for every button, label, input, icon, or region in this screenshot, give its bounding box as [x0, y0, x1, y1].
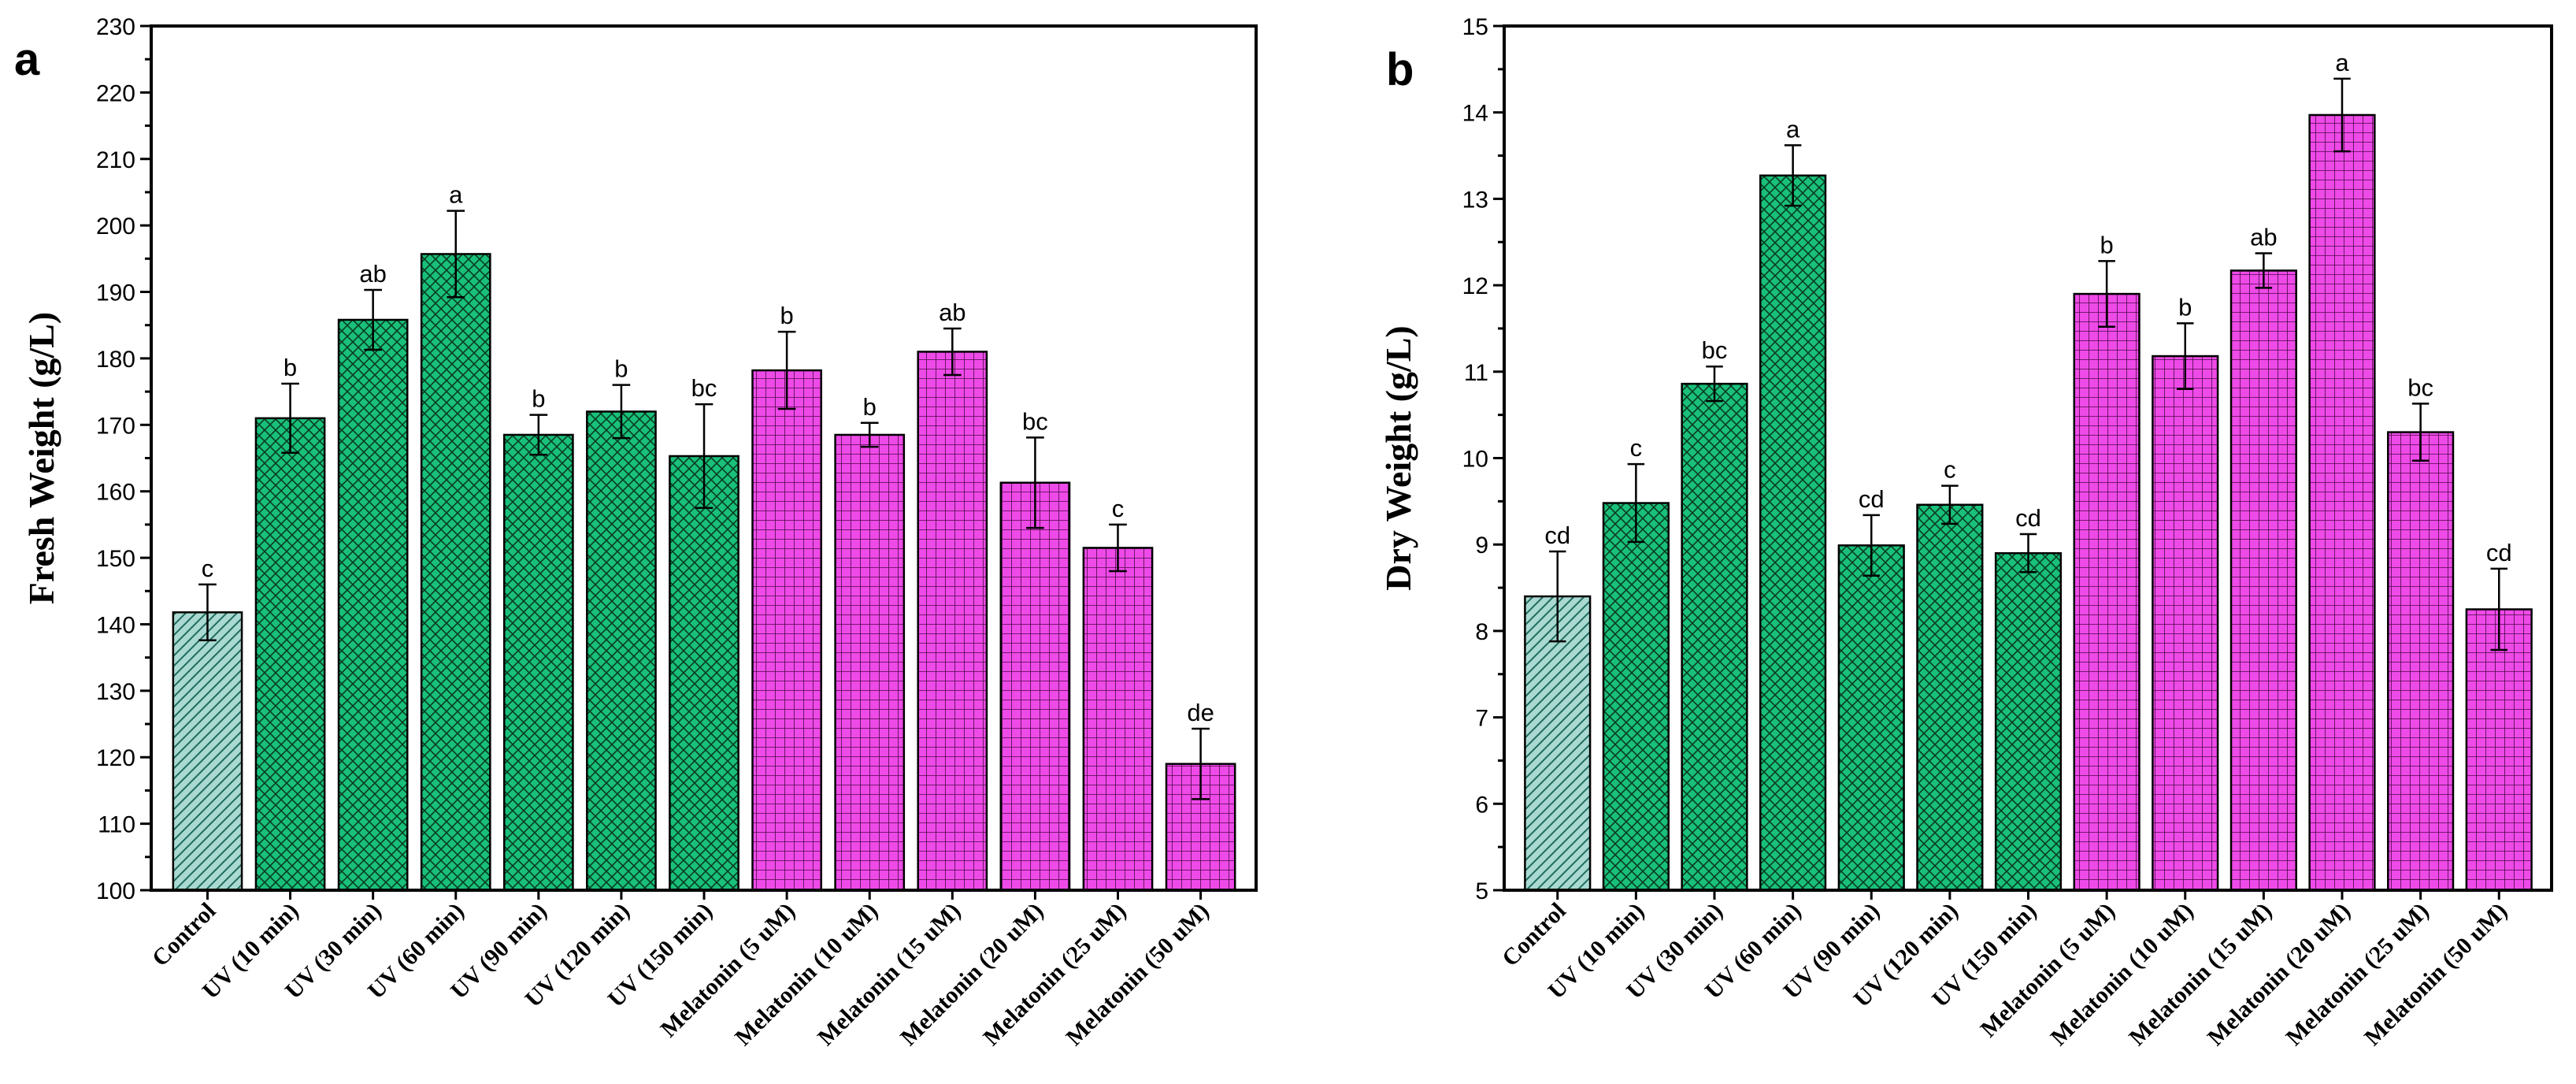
significance-label: a — [1786, 115, 1800, 143]
significance-label: ab — [359, 260, 386, 288]
x-tick-label: Melatonin (20 uM) — [895, 898, 1048, 1051]
x-tick-label: Melatonin (15 uM) — [2124, 898, 2277, 1051]
significance-label: b — [780, 302, 793, 329]
y-tick-label: 110 — [98, 812, 135, 838]
bar-uv-120-min — [586, 410, 657, 892]
bar-uv-90-min — [1837, 544, 1905, 892]
y-tick-label: 130 — [96, 679, 135, 705]
significance-label: bc — [1702, 336, 1728, 364]
y-axis-label: Dry Weight (g/L) — [1378, 325, 1418, 590]
chart-panel-a: a Fresh Weight (g/L) 100 110 120 130 140 150 160… — [14, 14, 1258, 1051]
bar-melatonin-5-um — [751, 369, 822, 892]
y-tick-label: 12 — [1462, 273, 1488, 299]
bar-uv-120-min — [1916, 503, 1984, 892]
significance-label: c — [1944, 456, 1956, 484]
bar-melatonin-25-um — [2387, 431, 2455, 892]
y-tick-label: 160 — [96, 480, 135, 506]
bar-melatonin-50-um — [2465, 608, 2533, 892]
bar-uv-60-min — [420, 253, 491, 892]
y-tick-label: 210 — [96, 147, 135, 173]
significance-label: ab — [939, 299, 966, 326]
significance-label: cd — [2486, 539, 2512, 566]
y-tick-label: 150 — [96, 546, 135, 572]
x-tick-label: Melatonin (50 uM) — [1061, 898, 1214, 1051]
bar-uv-60-min — [1759, 174, 1827, 892]
bar-uv-90-min — [502, 433, 574, 892]
bar-uv-150-min — [1994, 551, 2063, 892]
bar-uv-10-min — [1602, 502, 1670, 892]
significance-label: bc — [1022, 407, 1048, 435]
x-tick-label: Melatonin (10 uM) — [2045, 898, 2198, 1051]
y-tick-label: 7 — [1475, 706, 1488, 732]
significance-label: cd — [1544, 522, 1570, 549]
significance-label: cd — [2015, 504, 2041, 532]
y-tick-label: 6 — [1475, 792, 1488, 818]
y-tick-label: 180 — [96, 347, 135, 373]
y-tick-label: 100 — [96, 878, 135, 904]
bar-melatonin-5-um — [2073, 292, 2140, 892]
significance-label: b — [863, 393, 877, 421]
panel-letter: a — [14, 34, 40, 85]
plot-frame — [150, 24, 1258, 892]
significance-label: de — [1187, 699, 1214, 726]
significance-label: b — [532, 385, 545, 413]
y-tick-label: 140 — [96, 612, 135, 638]
y-tick-label: 190 — [96, 280, 135, 306]
significance-label: b — [614, 355, 628, 383]
bar-melatonin-15-um — [2229, 269, 2297, 892]
chart-panel-b: b Dry Weight (g/L) 5 6 7 8 9 10 11 12 13 14 15 cd Cont… — [1378, 14, 2553, 1051]
y-tick-label: 10 — [1462, 447, 1488, 473]
significance-label: ab — [2250, 224, 2277, 251]
bar-melatonin-25-um — [1082, 547, 1154, 892]
panel-letter: b — [1386, 44, 1414, 95]
x-tick-label: Melatonin (15 uM) — [813, 898, 966, 1051]
x-tick-label: Control — [147, 898, 221, 972]
bar-uv-30-min — [337, 318, 409, 892]
y-tick-label: 14 — [1462, 101, 1488, 127]
bar-uv-150-min — [669, 455, 739, 892]
bar-control — [172, 611, 243, 892]
bar-melatonin-20-um — [999, 481, 1071, 892]
y-tick-label: 170 — [96, 413, 135, 439]
y-tick-label: 15 — [1462, 14, 1488, 40]
y-tick-label: 220 — [96, 80, 135, 106]
bar-melatonin-10-um — [834, 433, 906, 892]
bar-uv-30-min — [1681, 382, 1748, 892]
y-tick-label: 8 — [1475, 619, 1488, 645]
y-tick-label: 5 — [1475, 878, 1488, 904]
y-tick-label: 120 — [96, 745, 135, 771]
significance-label: c — [202, 555, 214, 582]
x-tick-label: Melatonin (20 uM) — [2203, 898, 2355, 1051]
bar-melatonin-20-um — [2308, 113, 2376, 892]
bar-control — [1524, 595, 1592, 892]
y-tick-label: 230 — [96, 14, 135, 40]
x-tick-label: Melatonin (25 uM) — [978, 898, 1131, 1051]
significance-label: b — [2100, 231, 2113, 258]
significance-label: b — [2178, 293, 2192, 321]
significance-label: c — [1630, 434, 1643, 462]
y-axis-label: Fresh Weight (g/L) — [21, 312, 61, 604]
significance-label: c — [1112, 495, 1125, 522]
bar-melatonin-15-um — [917, 351, 988, 892]
significance-label: a — [2335, 49, 2349, 76]
significance-label: cd — [1859, 485, 1885, 513]
x-tick-label: Melatonin (50 uM) — [2359, 898, 2512, 1051]
bar-uv-10-min — [254, 417, 326, 892]
x-tick-label: Melatonin (10 uM) — [730, 898, 883, 1051]
bar-melatonin-10-um — [2152, 355, 2219, 892]
significance-label: bc — [691, 374, 717, 402]
x-tick-label: Melatonin (25 uM) — [2281, 898, 2433, 1051]
y-tick-label: 9 — [1475, 533, 1488, 559]
significance-label: bc — [2407, 373, 2433, 401]
significance-label: b — [284, 354, 297, 381]
y-tick-label: 13 — [1462, 187, 1488, 213]
x-tick-label: Melatonin (5 uM) — [1975, 898, 2120, 1043]
x-tick-label: Control — [1497, 898, 1571, 972]
y-tick-label: 200 — [96, 213, 135, 239]
plot-frame — [1503, 24, 2553, 892]
significance-label: a — [449, 181, 463, 209]
y-tick-label: 11 — [1464, 360, 1488, 386]
